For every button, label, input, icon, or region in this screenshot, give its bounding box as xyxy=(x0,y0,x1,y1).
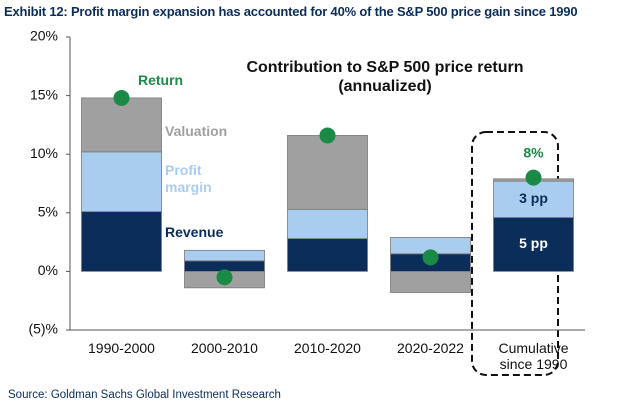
bar-segment xyxy=(390,270,471,293)
y-tick-label: 0% xyxy=(38,262,58,278)
chart-subtitle: (annualized) xyxy=(338,78,432,95)
y-tick-label: 15% xyxy=(30,86,58,102)
bar-segment xyxy=(81,151,162,213)
y-tick-label: (5)% xyxy=(28,321,58,337)
legend-label: Valuation xyxy=(165,123,228,139)
legend-label: Profit margin xyxy=(165,162,212,195)
return-dot xyxy=(525,169,542,186)
x-tick-label: 2000-2010 xyxy=(191,340,258,356)
bar-segment xyxy=(493,217,574,272)
return-dot xyxy=(319,127,336,144)
value-label: 3 pp xyxy=(519,190,548,206)
y-tick-label: 10% xyxy=(30,145,58,161)
y-tick-label: 5% xyxy=(38,204,58,220)
source: Source: Goldman Sachs Global Investment … xyxy=(8,389,281,401)
bar-segment xyxy=(184,249,265,262)
legend-label: Return xyxy=(138,72,184,88)
bar-segment xyxy=(287,238,368,272)
x-tick-label: 1990-2000 xyxy=(88,340,155,356)
chart-title-box: Contribution to S&P 500 price return (an… xyxy=(200,58,570,96)
header: Exhibit 12: Profit margin expansion has … xyxy=(4,4,578,19)
return-dot xyxy=(422,249,439,266)
return-dot xyxy=(216,269,233,286)
value-label: 8% xyxy=(523,144,544,160)
bar-segment xyxy=(287,208,368,239)
x-tick-label: 2020-2022 xyxy=(397,340,464,356)
x-tick-label: Cumulative since 1990 xyxy=(498,340,569,372)
bar-segment xyxy=(81,211,162,272)
x-tick-label: 2010-2020 xyxy=(294,340,361,356)
bar-segment xyxy=(81,97,162,153)
bar-segment xyxy=(493,180,574,218)
return-dot xyxy=(113,89,130,106)
bar-segment xyxy=(287,135,368,210)
value-label: 5 pp xyxy=(519,235,548,251)
y-tick-label: 20% xyxy=(30,28,58,44)
chart-title: Contribution to S&P 500 price return xyxy=(246,59,524,76)
legend-label: Revenue xyxy=(165,224,224,240)
